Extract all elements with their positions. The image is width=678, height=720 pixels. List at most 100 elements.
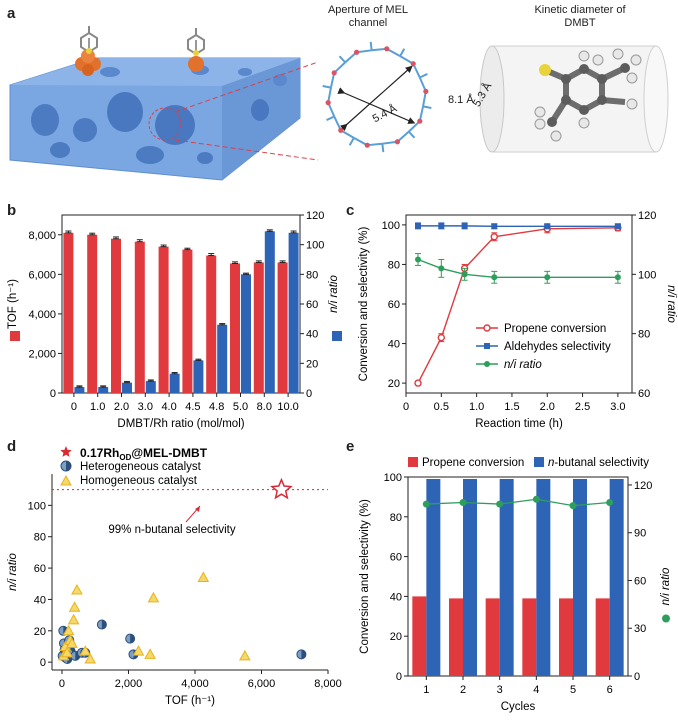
bar-e-conversion [522, 598, 537, 676]
bar-e-conversion [412, 596, 427, 676]
point-c [544, 274, 551, 281]
point-d-homogeneous [62, 624, 75, 636]
bar-b-ni [122, 382, 132, 393]
y2-axis-label-b: n/i ratio [328, 275, 340, 313]
bar-b-tof [253, 262, 264, 393]
legend-marker-d-star [60, 446, 72, 457]
point-d-homogeneous [239, 649, 251, 661]
x-tick-label-c: 0.5 [434, 401, 449, 413]
reference-arrowhead-d [195, 506, 200, 512]
x-tick-label-b: 8.0 [257, 401, 272, 413]
x-tick-label-c: 2.0 [540, 401, 555, 413]
legend-label-e-selectivity: n-butanal selectivity [548, 457, 649, 469]
chart-c: 0 0.5 1.0 1.5 2.0 2.5 3.0 20 40 60 80 100 60 80 100 120… [358, 210, 677, 430]
point-c [461, 271, 468, 278]
x-tick-label-c: 3.0 [610, 401, 625, 413]
bar-e-selectivity [463, 478, 477, 676]
x-tick-label-e: 2 [460, 684, 466, 696]
bar-b-ni [74, 387, 85, 393]
bar-e-selectivity [573, 478, 587, 676]
x-axis-label-d: TOF (h⁻¹) [165, 695, 215, 707]
panel-e-label: e [346, 438, 355, 455]
bar-b-ni [217, 324, 228, 393]
reference-label-d: 99% n-butanal selectivity [108, 524, 235, 536]
ring-bond [381, 143, 385, 153]
y-tick-label-e: 0 [396, 671, 402, 683]
y-tick-label-d: 80 [34, 532, 46, 544]
panel-c-label: c [346, 202, 355, 219]
x-axis-label-c: Reaction time (h) [475, 418, 563, 430]
point-c [491, 223, 498, 230]
panel-a-label: a [7, 5, 16, 22]
bar-e-selectivity [609, 478, 624, 676]
legend-marker-d-homogeneous [60, 474, 72, 486]
point-d-homogeneous [147, 591, 160, 603]
aperture-dimension-arrows [337, 65, 416, 132]
point-d-homogeneous [68, 601, 81, 612]
y2-tick-label-b: 60 [306, 299, 318, 311]
panel-a-illustration [9, 26, 669, 181]
point-d-heterogeneous-half [301, 649, 306, 659]
ring-oxygen [325, 100, 331, 106]
ring-bond [348, 137, 355, 146]
y-tick-label-d: 0 [40, 657, 46, 669]
chart-b: 0 1.0 2.0 3.0 4.0 4.5 4.8 5.0 8.0 10.0 0 2,000 4,000… [7, 210, 342, 430]
ring-oxygen [353, 49, 360, 55]
ring-oxygen [410, 61, 416, 67]
point-c [414, 379, 422, 387]
bar-e-selectivity [426, 478, 441, 676]
point-e-ni [496, 500, 504, 508]
legend-d-star-rest: @MEL-DMBT [131, 446, 207, 460]
point-e-ni [422, 500, 430, 508]
x-tick-label-e: 5 [570, 684, 576, 696]
y-tick-label-c: 40 [388, 339, 400, 351]
bar-b-tof [134, 241, 145, 393]
x-axis-label-e: Cycles [501, 701, 536, 713]
point-c [490, 233, 498, 241]
legend-marker-c [484, 343, 490, 349]
ring-bond [399, 48, 406, 57]
y2-axis-label-e: n/i ratio [660, 567, 672, 605]
y-tick-label-e: 20 [390, 631, 402, 643]
y-axis-label-c: Conversion and selectivity (%) [358, 226, 370, 381]
bar-e-conversion [595, 598, 610, 676]
legend-e-rest: -butanal selectivity [554, 457, 649, 469]
ring-bond [326, 115, 335, 121]
bar-b-tof [206, 255, 217, 393]
x-tick-label-b: 4.0 [161, 401, 176, 413]
bar-b-tof [230, 263, 240, 393]
x-tick-label-d: 2,000 [115, 678, 143, 690]
y2-axis-label-c: n/i ratio [665, 285, 677, 323]
y2-tick-label-c: 80 [638, 329, 650, 341]
legend-label-e-conversion: Propene conversion [422, 457, 524, 469]
legend-swatch-b-tof [10, 331, 20, 341]
ring-oxygen [394, 139, 401, 145]
ring-oxygen [423, 88, 429, 94]
bar-e-conversion [559, 598, 573, 676]
y-tick-label-c: 20 [388, 378, 400, 390]
cylinder-diameter: 8.1 Å [448, 94, 474, 106]
point-d-heterogeneous-half [130, 634, 135, 644]
bar-b-tof [277, 262, 288, 393]
y-tick-label-e: 100 [384, 472, 402, 484]
point-c [614, 274, 621, 281]
y-tick-label-b: 2,000 [28, 348, 56, 360]
x-tick-label-d: 8,000 [314, 678, 342, 690]
bar-e-selectivity [536, 478, 551, 676]
point-e-ni [459, 498, 467, 506]
y2-tick-label-b: 80 [306, 269, 318, 281]
rh-cluster-right [187, 28, 205, 72]
y-tick-label-c: 60 [388, 299, 400, 311]
rh-cluster-left [75, 26, 101, 76]
legend-label-c: n/i ratio [504, 359, 542, 371]
legend-marker-e-ni [662, 614, 670, 623]
point-d-homogeneous [61, 646, 73, 658]
bar-b-tof [158, 246, 169, 393]
x-tick-label-b: 4.5 [185, 401, 200, 413]
bar-b-ni [169, 373, 180, 393]
point-c [544, 223, 551, 230]
bar-b-tof [182, 249, 193, 393]
x-tick-label-e: 6 [607, 684, 613, 696]
plot-frame-e [407, 476, 629, 677]
ring-bond [408, 130, 416, 139]
